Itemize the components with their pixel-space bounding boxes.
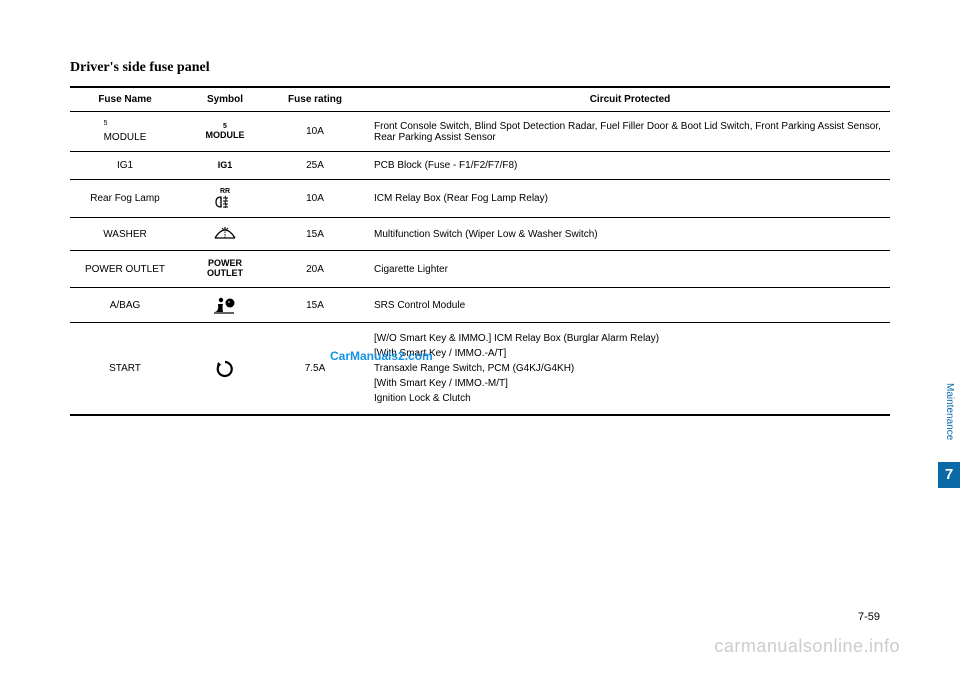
cell-name: 5 MODULE [70, 112, 180, 152]
cell-rating: 20A [270, 251, 360, 288]
cell-rating: 10A [270, 180, 360, 218]
table-row: START 7.5A [W/O Smart Key & IMMO.] ICM R… [70, 323, 890, 416]
table-row: Rear Fog Lamp RR [70, 180, 890, 218]
cell-name: A/BAG [70, 288, 180, 323]
cell-name: WASHER [70, 218, 180, 251]
section-title: Driver's side fuse panel [70, 60, 890, 76]
watermark-center: CarManuals2.com [330, 349, 433, 363]
cell-circuit: Cigarette Lighter [360, 251, 890, 288]
table-body: 5 MODULE 5 MODULE 10A Front Console Swit… [70, 112, 890, 416]
cell-circuit: Multifunction Switch (Wiper Low & Washer… [360, 218, 890, 251]
header-rating: Fuse rating [270, 87, 360, 112]
table-row: WASHER 15A Multifunction Swi [70, 218, 890, 251]
cell-circuit: [W/O Smart Key & IMMO.] ICM Relay Box (B… [360, 323, 890, 416]
cell-circuit: ICM Relay Box (Rear Fog Lamp Relay) [360, 180, 890, 218]
cell-symbol [180, 323, 270, 416]
cell-name: START [70, 323, 180, 416]
cell-symbol: IG1 [180, 152, 270, 180]
cell-symbol [180, 218, 270, 251]
cell-symbol [180, 288, 270, 323]
table-header-row: Fuse Name Symbol Fuse rating Circuit Pro… [70, 87, 890, 112]
cell-symbol: RR [180, 180, 270, 218]
washer-icon [212, 229, 238, 240]
cell-rating: 10A [270, 112, 360, 152]
table-row: IG1 IG1 25A PCB Block (Fuse - F1/F2/F7/F… [70, 152, 890, 180]
side-section-number: 7 [938, 462, 960, 488]
cell-symbol: POWER OUTLET [180, 251, 270, 288]
cell-rating: 15A [270, 288, 360, 323]
rear-fog-icon [214, 197, 236, 208]
fuse-table: Fuse Name Symbol Fuse rating Circuit Pro… [70, 86, 890, 416]
side-section-label: Maintenance [938, 362, 960, 462]
cell-rating: 15A [270, 218, 360, 251]
cell-rating: 25A [270, 152, 360, 180]
airbag-icon [212, 300, 238, 311]
side-tab: Maintenance 7 [938, 362, 960, 488]
header-symbol: Symbol [180, 87, 270, 112]
cell-name: Rear Fog Lamp [70, 180, 180, 218]
page-content: Driver's side fuse panel Fuse Name Symbo… [0, 0, 960, 446]
table-row: A/BAG 15A SRS Control Module [70, 288, 890, 323]
header-fuse-name: Fuse Name [70, 87, 180, 112]
cell-symbol: 5 MODULE [180, 112, 270, 152]
cell-circuit: SRS Control Module [360, 288, 890, 323]
cell-name: POWER OUTLET [70, 251, 180, 288]
page-number: 7-59 [858, 611, 880, 623]
cell-circuit: Front Console Switch, Blind Spot Detecti… [360, 112, 890, 152]
header-circuit: Circuit Protected [360, 87, 890, 112]
cell-circuit: PCB Block (Fuse - F1/F2/F7/F8) [360, 152, 890, 180]
watermark-bottom: carmanualsonline.info [714, 636, 900, 657]
start-icon [215, 363, 235, 374]
cell-name: IG1 [70, 152, 180, 180]
table-row: 5 MODULE 5 MODULE 10A Front Console Swit… [70, 112, 890, 152]
table-row: POWER OUTLET POWER OUTLET 20A Cigarette … [70, 251, 890, 288]
cell-rating: 7.5A [270, 323, 360, 416]
